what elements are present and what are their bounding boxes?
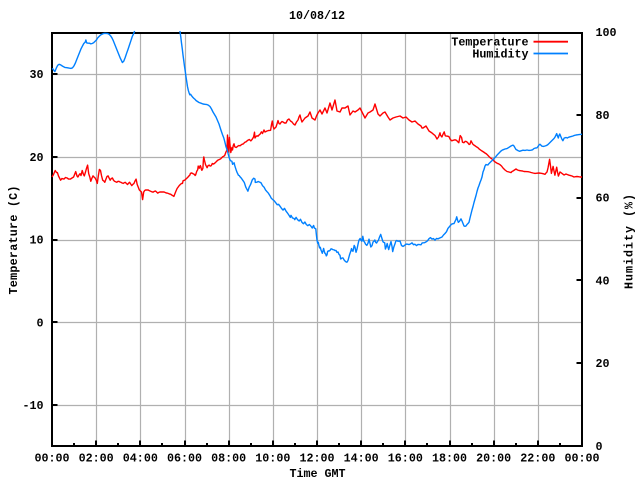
svg-text:-10: -10 — [22, 399, 43, 413]
svg-text:30: 30 — [29, 68, 43, 82]
svg-text:Humidity (%): Humidity (%) — [623, 194, 637, 289]
svg-text:06:00: 06:00 — [167, 452, 202, 466]
svg-text:08:00: 08:00 — [211, 452, 246, 466]
svg-text:Time GMT: Time GMT — [289, 467, 345, 480]
svg-text:10/08/12: 10/08/12 — [289, 9, 345, 23]
svg-text:Temperature: Temperature — [451, 36, 528, 50]
svg-text:20:00: 20:00 — [476, 452, 511, 466]
svg-text:22:00: 22:00 — [520, 452, 555, 466]
svg-text:04:00: 04:00 — [123, 452, 158, 466]
svg-text:0: 0 — [36, 316, 43, 330]
svg-text:60: 60 — [596, 192, 610, 206]
svg-text:Humidity: Humidity — [472, 48, 528, 62]
svg-text:10: 10 — [29, 234, 43, 248]
svg-text:0: 0 — [596, 440, 603, 454]
svg-text:20: 20 — [29, 151, 43, 165]
svg-text:Temperature (C): Temperature (C) — [7, 186, 21, 295]
svg-text:00:00: 00:00 — [34, 452, 69, 466]
svg-text:100: 100 — [596, 26, 617, 40]
svg-text:00:00: 00:00 — [564, 452, 599, 466]
svg-text:16:00: 16:00 — [388, 452, 423, 466]
svg-text:12:00: 12:00 — [299, 452, 334, 466]
svg-text:14:00: 14:00 — [344, 452, 379, 466]
svg-text:20: 20 — [596, 357, 610, 371]
svg-text:02:00: 02:00 — [79, 452, 114, 466]
svg-text:18:00: 18:00 — [432, 452, 467, 466]
svg-text:40: 40 — [596, 274, 610, 288]
svg-text:80: 80 — [596, 109, 610, 123]
svg-text:10:00: 10:00 — [255, 452, 290, 466]
